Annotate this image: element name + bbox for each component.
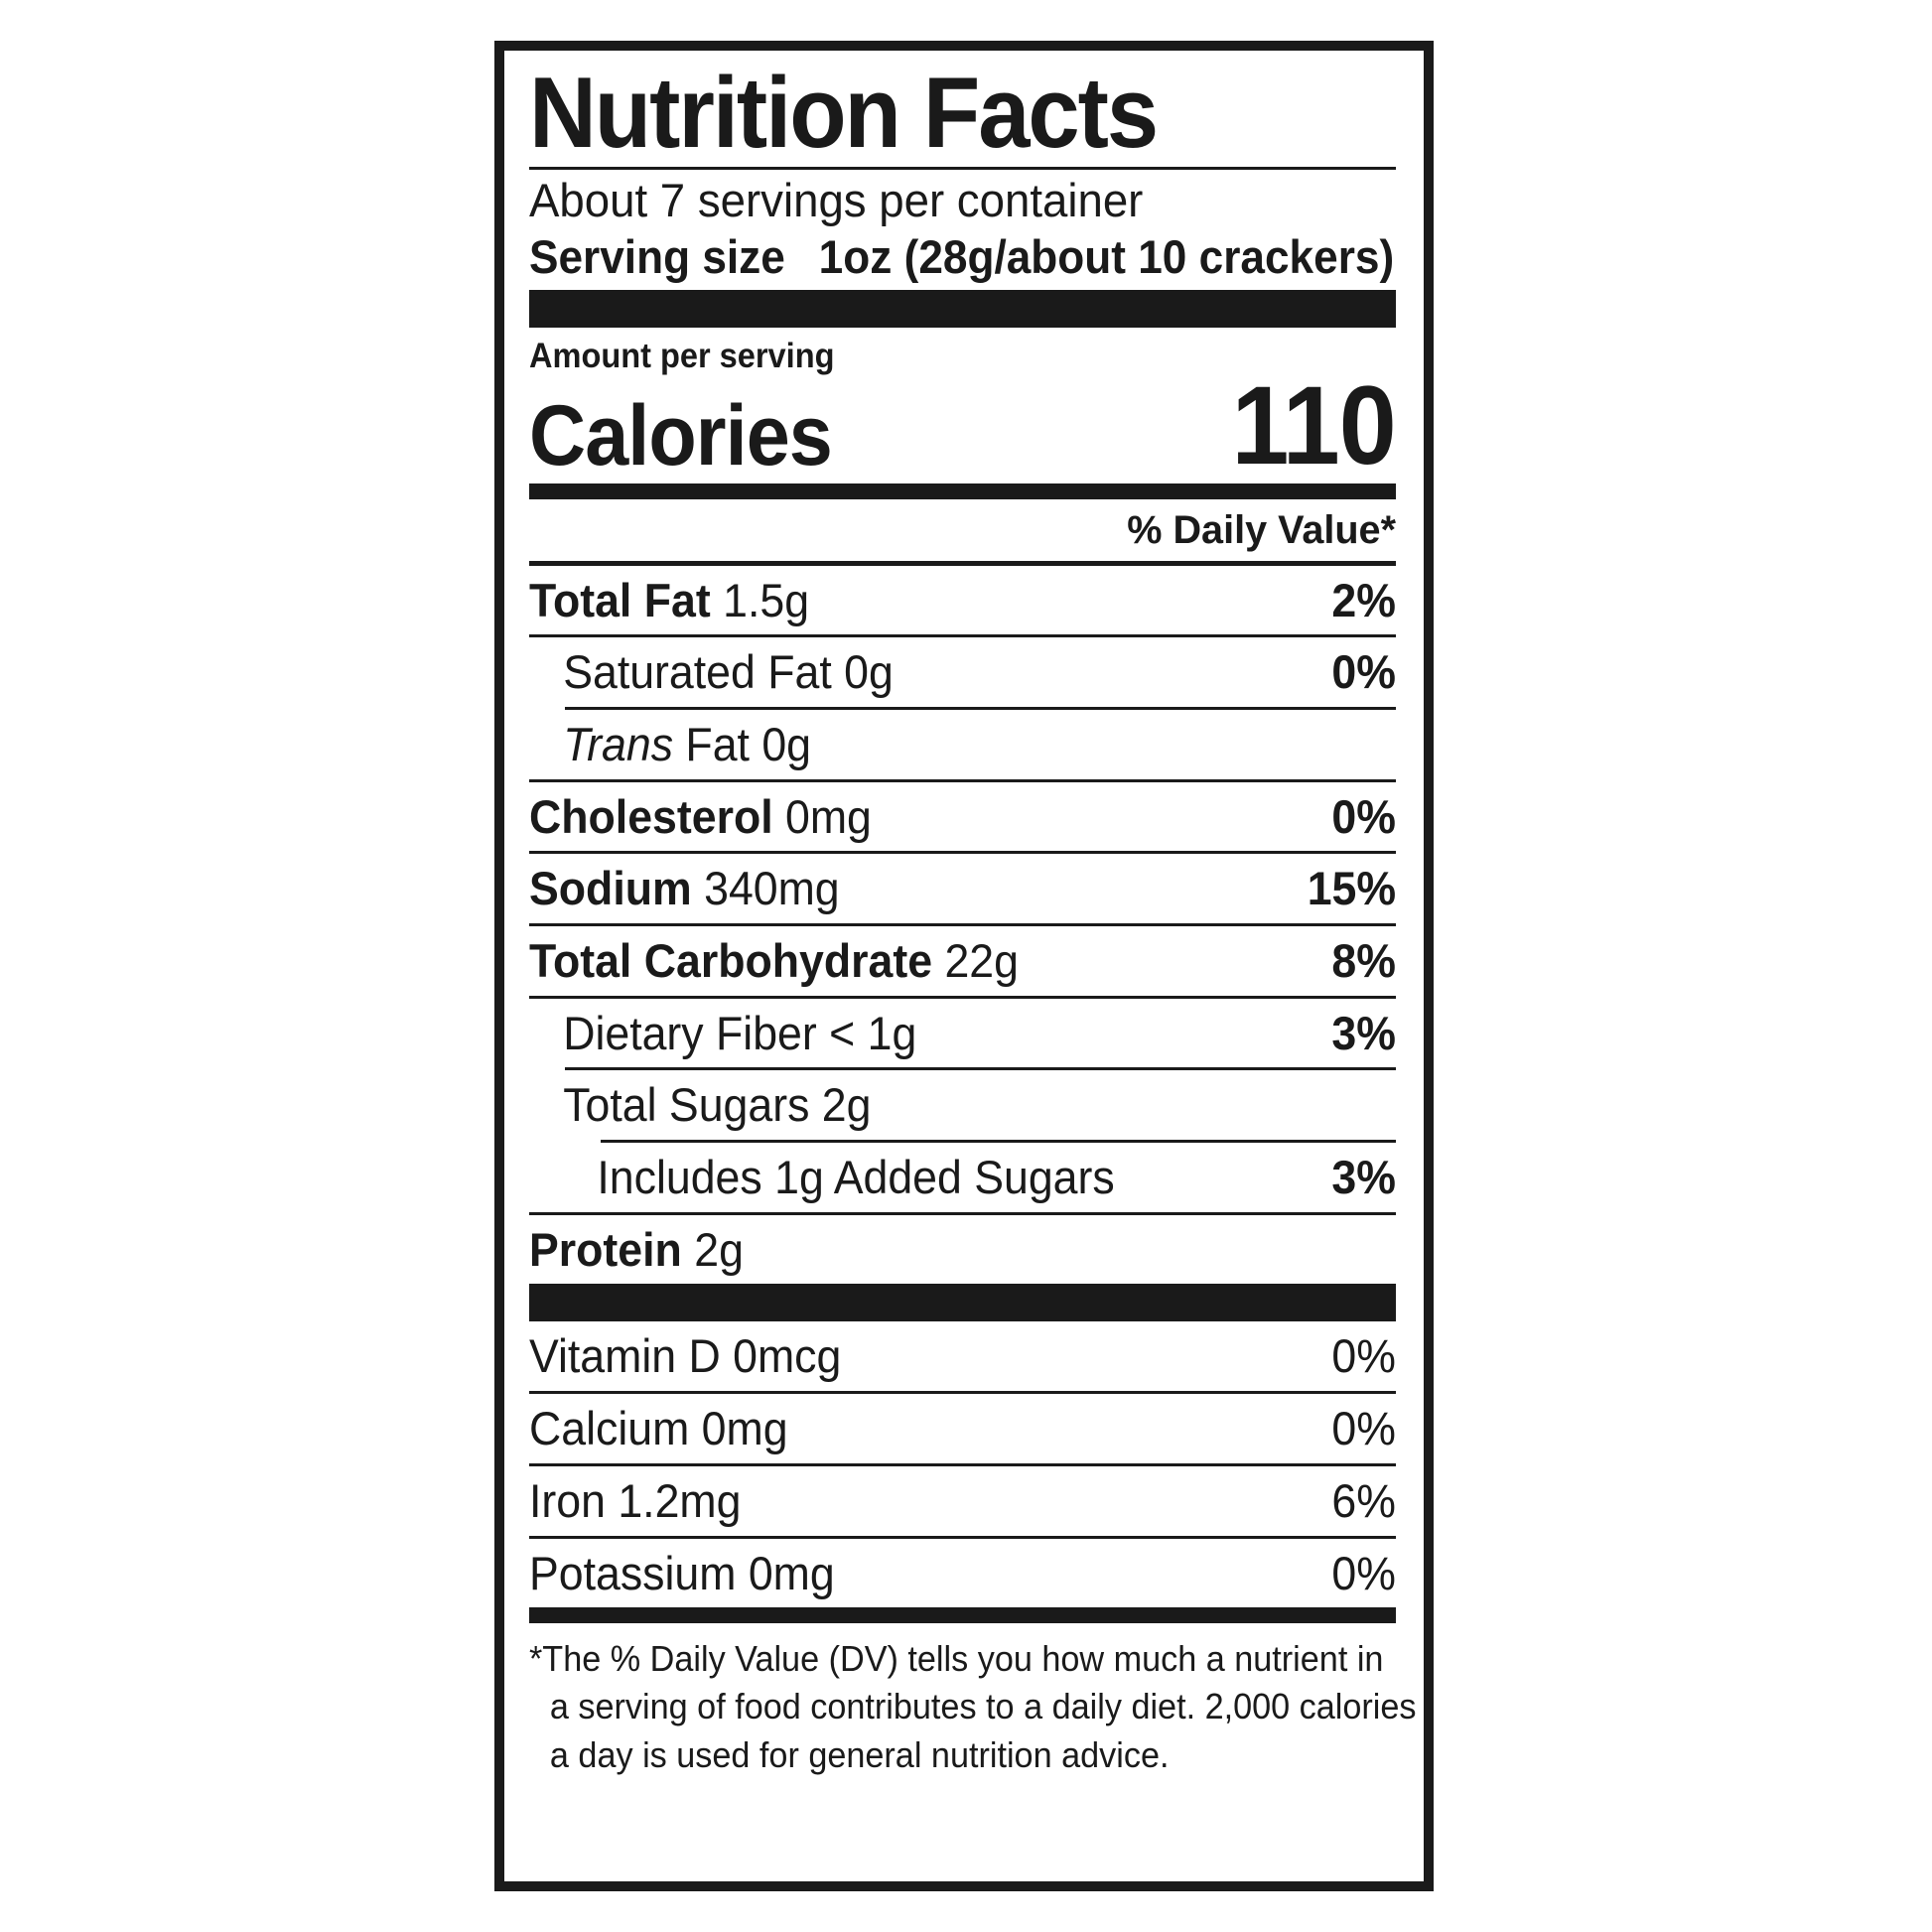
footnote-line-1: *The % Daily Value (DV) tells you how mu… bbox=[529, 1638, 1384, 1680]
nutrient-dv: 0% bbox=[1331, 645, 1396, 699]
nutrient-row-added-sugars: Includes 1g Added Sugars 3% bbox=[529, 1143, 1396, 1212]
divider-thick-top bbox=[529, 290, 1396, 329]
nutrient-amount: 2g bbox=[821, 1078, 872, 1132]
calories-value: 110 bbox=[1231, 362, 1397, 487]
divider-above-footnote bbox=[529, 1607, 1396, 1624]
vitamin-dv: 0% bbox=[1331, 1329, 1396, 1383]
nutrient-row-sodium: Sodium 340mg 15% bbox=[529, 854, 1396, 923]
nutrient-label: Cholesterol 0mg bbox=[529, 789, 872, 843]
vitamin-row-potassium: Potassium 0mg 0% bbox=[529, 1539, 1396, 1608]
vitamin-dv: 0% bbox=[1331, 1546, 1396, 1599]
nutrient-label: Trans Fat 0g bbox=[529, 719, 811, 770]
nutrient-amount: 340mg bbox=[704, 862, 840, 915]
vitamin-name: Vitamin D 0mcg bbox=[529, 1329, 842, 1383]
nutrient-name: Trans bbox=[563, 717, 674, 770]
nutrient-dv: 2% bbox=[1331, 573, 1396, 626]
nutrient-name: Includes 1g Added Sugars bbox=[597, 1151, 1115, 1204]
nutrient-name: Sodium bbox=[529, 862, 692, 915]
nutrient-name: Protein bbox=[529, 1222, 682, 1276]
nutrient-label: Includes 1g Added Sugars bbox=[529, 1151, 1115, 1204]
nutrient-name: Saturated Fat bbox=[563, 645, 832, 699]
label-inner: Nutrition Facts About 7 servings per con… bbox=[504, 51, 1424, 1881]
nutrient-label: Total Carbohydrate 22g bbox=[529, 935, 1019, 987]
amount-per-serving-label: Amount per serving bbox=[529, 337, 835, 376]
serving-size-row: Serving size 1oz (28g/about 10 crackers) bbox=[529, 229, 1394, 285]
vitamin-row-calcium: Calcium 0mg 0% bbox=[529, 1394, 1396, 1463]
divider-row bbox=[529, 851, 1396, 855]
divider-row bbox=[529, 634, 1396, 638]
nutrient-name: Total Carbohydrate bbox=[529, 934, 933, 988]
nutrient-label: Dietary Fiber < 1g bbox=[529, 1006, 917, 1059]
nutrient-label: Protein 2g bbox=[529, 1222, 744, 1276]
nutrient-label: Total Fat 1.5g bbox=[529, 573, 810, 626]
nutrient-row-total-carbohydrate: Total Carbohydrate 22g 8% bbox=[529, 926, 1396, 996]
vitamin-name: Calcium 0mg bbox=[529, 1402, 788, 1455]
nutrient-label: Saturated Fat 0g bbox=[529, 646, 894, 698]
nutrient-label: Total Sugars 2g bbox=[529, 1079, 871, 1131]
divider-thick-vitamins bbox=[529, 1284, 1396, 1322]
nutrient-row-protein: Protein 2g bbox=[529, 1215, 1396, 1285]
divider-row bbox=[601, 1140, 1396, 1144]
daily-value-header: % Daily Value* bbox=[1127, 507, 1396, 552]
nutrient-amount: < 1g bbox=[829, 1006, 917, 1059]
servings-per-container: About 7 servings per container bbox=[529, 174, 1144, 227]
nutrient-amount: 0mg bbox=[785, 789, 872, 843]
serving-size-value: 1oz (28g/about 10 crackers) bbox=[818, 229, 1395, 283]
footnote-line-2: a serving of food contributes to a daily… bbox=[549, 1686, 1417, 1727]
nutrient-row-total-sugars: Total Sugars 2g bbox=[529, 1070, 1396, 1140]
nutrient-name: Dietary Fiber bbox=[563, 1006, 817, 1059]
nutrient-amount: 22g bbox=[944, 934, 1019, 988]
nutrient-row-dietary-fiber: Dietary Fiber < 1g 3% bbox=[529, 999, 1396, 1068]
nutrient-row-saturated-fat: Saturated Fat 0g 0% bbox=[529, 637, 1396, 707]
serving-size-label: Serving size bbox=[529, 229, 785, 283]
nutrient-amount: 1.5g bbox=[723, 573, 810, 626]
vitamin-dv: 6% bbox=[1331, 1473, 1396, 1527]
divider-under-calories bbox=[529, 483, 1396, 499]
nutrient-name: Cholesterol bbox=[529, 789, 773, 843]
nutrient-row-total-fat: Total Fat 1.5g 2% bbox=[529, 566, 1396, 635]
divider-row bbox=[565, 706, 1396, 710]
vitamin-name: Potassium 0mg bbox=[529, 1546, 835, 1599]
nutrient-name: Total Sugars bbox=[563, 1078, 810, 1132]
nutrient-dv: 3% bbox=[1331, 1006, 1396, 1059]
divider-row bbox=[529, 923, 1396, 927]
calories-label: Calories bbox=[529, 388, 833, 484]
divider-row bbox=[529, 1462, 1396, 1466]
nutrient-label: Sodium 340mg bbox=[529, 863, 840, 914]
nutrition-facts-label: Nutrition Facts About 7 servings per con… bbox=[494, 41, 1434, 1891]
divider-row bbox=[565, 1067, 1396, 1071]
vitamin-dv: 0% bbox=[1331, 1402, 1396, 1455]
nutrient-amount: Fat 0g bbox=[685, 717, 812, 770]
nutrient-dv: 3% bbox=[1331, 1151, 1396, 1204]
nutrient-row-trans-fat: Trans Fat 0g bbox=[529, 710, 1396, 779]
nutrient-dv: 8% bbox=[1331, 934, 1396, 988]
vitamin-name: Iron 1.2mg bbox=[529, 1473, 742, 1527]
divider-above-nutrients bbox=[529, 560, 1396, 566]
nutrient-dv: 0% bbox=[1331, 789, 1396, 843]
divider-row bbox=[529, 1211, 1396, 1215]
divider-row bbox=[529, 778, 1396, 782]
vitamin-row-iron: Iron 1.2mg 6% bbox=[529, 1466, 1396, 1536]
divider-row bbox=[529, 1391, 1396, 1395]
divider-row bbox=[529, 995, 1396, 999]
divider-under-title bbox=[529, 167, 1396, 171]
nutrient-row-cholesterol: Cholesterol 0mg 0% bbox=[529, 782, 1396, 852]
vitamin-row-vitamin-d: Vitamin D 0mcg 0% bbox=[529, 1321, 1396, 1391]
nutrient-amount: 0g bbox=[844, 645, 894, 699]
calories-row: Calories 110 bbox=[529, 362, 1397, 487]
divider-row bbox=[529, 1535, 1396, 1539]
footnote-line-3: a day is used for general nutrition advi… bbox=[549, 1733, 1170, 1775]
nutrient-amount: 2g bbox=[694, 1222, 744, 1276]
nutrient-dv: 15% bbox=[1307, 862, 1396, 915]
nutrient-name: Total Fat bbox=[529, 573, 711, 626]
daily-value-footnote: *The % Daily Value (DV) tells you how mu… bbox=[529, 1623, 1417, 1779]
page-title: Nutrition Facts bbox=[529, 58, 1159, 169]
